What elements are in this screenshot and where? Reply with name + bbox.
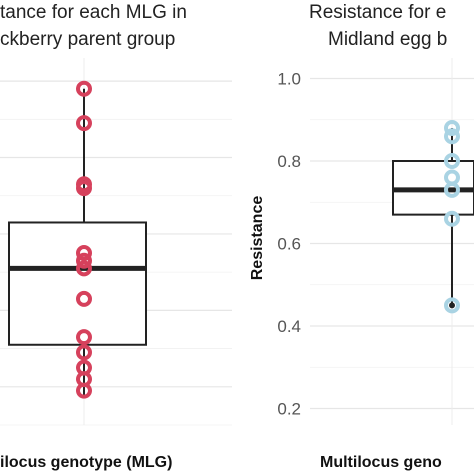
- right-title-line2: Midland egg b: [328, 29, 447, 50]
- left-panel: tance for each MLG in ckberry parent gro…: [0, 2, 232, 471]
- y-tick-label: 0.6: [277, 235, 301, 254]
- data-point: [76, 245, 92, 262]
- right-y-axis-label: Resistance: [249, 196, 266, 281]
- data-point: [76, 115, 92, 132]
- right-boxplot: [392, 128, 474, 306]
- right-title-line1: Resistance for e: [309, 2, 446, 23]
- data-point: [76, 290, 92, 307]
- left-data-points: [76, 80, 92, 399]
- right-data-points: [444, 120, 460, 314]
- data-point: [76, 344, 92, 361]
- y-tick-label: 0.2: [277, 400, 301, 419]
- box-iqr: [8, 221, 147, 346]
- data-point: [444, 297, 460, 314]
- y-tick-label: 1.0: [277, 70, 301, 89]
- data-point: [76, 180, 92, 197]
- data-point: [444, 128, 460, 145]
- right-panel: Resistance for e Midland egg b 0.2 0.4 0.6…: [249, 2, 474, 471]
- data-point: [444, 210, 460, 227]
- outlier-dot: [449, 302, 455, 309]
- data-point: [444, 153, 460, 169]
- data-point: [76, 80, 92, 97]
- right-x-axis-label: Multilocus geno: [320, 454, 442, 471]
- y-tick-label: 0.8: [277, 152, 301, 171]
- data-point: [444, 181, 460, 198]
- left-x-axis-label: ilocus genotype (MLG): [0, 454, 172, 471]
- left-title-line1: tance for each MLG in: [0, 2, 187, 23]
- data-point: [76, 329, 92, 346]
- right-gridlines: [310, 58, 474, 425]
- y-tick-label: 0.4: [277, 317, 301, 336]
- left-title-line2: ckberry parent group: [0, 29, 175, 50]
- data-point: [444, 120, 460, 136]
- data-point: [76, 382, 92, 399]
- right-y-tick-labels: 0.2 0.4 0.6 0.8 1.0: [277, 70, 301, 419]
- data-point: [76, 260, 92, 277]
- data-point: [76, 252, 92, 269]
